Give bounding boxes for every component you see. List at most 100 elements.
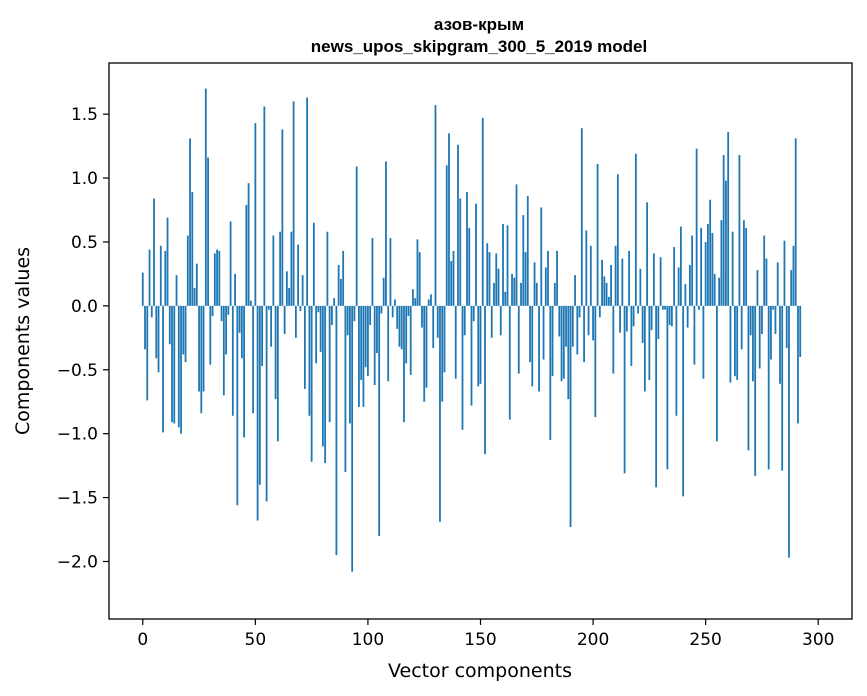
bar — [459, 198, 462, 306]
bar — [376, 305, 378, 354]
bar — [725, 180, 727, 306]
bar — [598, 305, 601, 318]
x-tick-label: 50 — [245, 630, 267, 650]
bar — [797, 305, 799, 424]
bar — [668, 305, 671, 326]
bar — [213, 253, 216, 306]
bar — [484, 305, 486, 455]
bar — [319, 305, 322, 352]
bar — [637, 305, 640, 314]
bar — [409, 305, 412, 375]
bar — [281, 129, 284, 306]
bar — [558, 305, 561, 337]
bar — [628, 250, 630, 306]
bar — [704, 241, 707, 306]
bar — [765, 258, 768, 306]
y-tick-label: 0.0 — [71, 297, 98, 317]
bar — [414, 298, 417, 306]
bar — [493, 282, 495, 306]
bar — [677, 267, 680, 306]
bar — [767, 305, 770, 470]
bar — [731, 231, 734, 306]
y-tick-label: −1.0 — [57, 425, 98, 445]
bar — [531, 305, 534, 387]
bar — [159, 245, 162, 306]
bar — [502, 224, 504, 306]
bar — [432, 305, 435, 349]
bar — [360, 305, 363, 380]
bar — [412, 289, 414, 306]
bar — [321, 305, 324, 447]
bar — [547, 250, 549, 306]
bar — [463, 305, 466, 336]
bar — [709, 199, 712, 306]
bar — [385, 161, 387, 306]
bar — [166, 217, 169, 306]
bar — [734, 305, 736, 377]
bar — [301, 275, 304, 306]
bar — [315, 305, 318, 364]
bar — [288, 287, 291, 306]
bar — [436, 305, 439, 338]
bar — [526, 195, 529, 306]
bar — [373, 305, 376, 386]
bar — [758, 305, 761, 369]
bar — [475, 203, 477, 306]
bar — [553, 282, 556, 306]
bar — [378, 305, 381, 536]
bar — [641, 305, 644, 343]
bar — [655, 305, 658, 488]
bar — [450, 261, 453, 306]
x-axis-label: Vector components — [388, 660, 572, 682]
bar — [601, 259, 603, 306]
bar — [774, 305, 777, 334]
bars-group — [141, 88, 802, 572]
x-tick-label: 300 — [802, 630, 834, 650]
bar — [594, 305, 597, 418]
bar — [238, 305, 241, 333]
bar — [380, 305, 383, 314]
bar — [387, 305, 390, 382]
bar — [682, 305, 685, 497]
bar — [666, 305, 669, 470]
bar — [193, 287, 196, 306]
bar — [788, 305, 790, 558]
bar — [254, 123, 257, 306]
bar — [538, 305, 540, 392]
bar — [202, 305, 205, 392]
bar — [542, 305, 545, 360]
bar — [616, 174, 619, 306]
bar — [279, 231, 282, 306]
bar — [146, 305, 149, 401]
bar — [466, 192, 468, 306]
bar — [177, 305, 180, 428]
bar — [155, 305, 158, 359]
bar — [592, 305, 594, 341]
x-tick-label: 150 — [464, 630, 496, 650]
bar — [619, 305, 621, 333]
bar — [661, 305, 664, 310]
y-tick-label: −2.0 — [57, 552, 98, 572]
bar — [711, 233, 714, 306]
bar — [470, 305, 473, 406]
bar — [403, 305, 405, 423]
bar — [556, 250, 558, 306]
y-tick-label: −1.5 — [57, 489, 98, 509]
bar — [229, 221, 232, 306]
bar — [267, 305, 270, 310]
bar — [333, 298, 336, 306]
bar — [488, 252, 491, 306]
bar — [673, 247, 676, 306]
bar — [272, 235, 275, 306]
bar — [340, 279, 342, 306]
bar — [150, 305, 153, 318]
bar — [524, 252, 527, 306]
bar — [580, 128, 583, 306]
bar — [337, 264, 340, 306]
bar — [657, 305, 660, 340]
bar — [443, 305, 446, 373]
bar — [740, 305, 743, 350]
bar — [396, 305, 399, 329]
bar — [605, 282, 608, 306]
bar — [522, 215, 525, 306]
